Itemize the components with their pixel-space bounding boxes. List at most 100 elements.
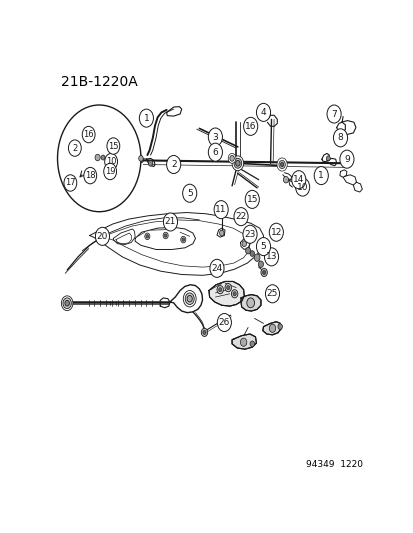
Text: 3: 3 — [212, 133, 218, 142]
Text: 23: 23 — [244, 230, 255, 239]
Circle shape — [163, 213, 177, 231]
Circle shape — [187, 295, 192, 302]
Text: 24: 24 — [211, 264, 222, 273]
Circle shape — [138, 156, 143, 161]
Circle shape — [182, 184, 196, 202]
Circle shape — [95, 227, 109, 245]
Polygon shape — [209, 281, 244, 306]
Circle shape — [95, 154, 100, 161]
Circle shape — [277, 324, 282, 329]
Circle shape — [68, 140, 81, 156]
Text: 26: 26 — [218, 318, 230, 327]
Circle shape — [163, 232, 168, 239]
Text: 5: 5 — [260, 242, 266, 251]
Text: 25: 25 — [266, 289, 278, 298]
Circle shape — [256, 238, 270, 256]
Circle shape — [268, 324, 275, 333]
Text: 6: 6 — [212, 148, 218, 157]
Circle shape — [265, 285, 279, 303]
Polygon shape — [232, 334, 256, 349]
Circle shape — [278, 160, 285, 168]
Circle shape — [182, 238, 184, 241]
Text: 10: 10 — [106, 157, 116, 166]
Text: 20: 20 — [97, 232, 108, 241]
Circle shape — [208, 143, 222, 161]
Circle shape — [145, 233, 150, 240]
Circle shape — [101, 155, 105, 160]
Circle shape — [233, 158, 241, 168]
Text: 13: 13 — [265, 252, 277, 261]
Text: 1: 1 — [318, 171, 323, 180]
Circle shape — [202, 330, 206, 334]
Circle shape — [332, 129, 347, 147]
Text: 21: 21 — [164, 217, 176, 227]
Circle shape — [164, 234, 166, 237]
Circle shape — [107, 138, 119, 154]
Circle shape — [63, 298, 71, 309]
Text: 18: 18 — [85, 171, 95, 180]
Text: 8: 8 — [337, 133, 342, 142]
Text: 19: 19 — [104, 167, 115, 176]
Polygon shape — [262, 322, 280, 335]
Text: 7: 7 — [330, 109, 336, 118]
Circle shape — [283, 176, 288, 183]
Circle shape — [339, 150, 353, 168]
Circle shape — [295, 178, 309, 196]
Circle shape — [185, 293, 194, 304]
Text: 16: 16 — [83, 130, 94, 139]
Circle shape — [302, 184, 307, 190]
Circle shape — [166, 156, 180, 174]
Circle shape — [235, 160, 240, 166]
Circle shape — [61, 296, 73, 311]
Circle shape — [258, 261, 263, 268]
Circle shape — [180, 236, 185, 243]
Circle shape — [326, 105, 340, 123]
Circle shape — [232, 156, 243, 171]
Text: 15: 15 — [246, 195, 257, 204]
Text: 9: 9 — [343, 155, 349, 164]
Text: 14: 14 — [292, 175, 304, 184]
Text: 1: 1 — [143, 114, 149, 123]
Circle shape — [183, 290, 196, 307]
Circle shape — [240, 338, 246, 346]
Circle shape — [233, 292, 236, 296]
Circle shape — [260, 268, 267, 277]
Text: 2: 2 — [72, 143, 77, 152]
Circle shape — [249, 341, 254, 347]
Text: 16: 16 — [244, 122, 256, 131]
Circle shape — [57, 105, 140, 212]
Circle shape — [82, 126, 95, 143]
Circle shape — [104, 163, 116, 180]
Text: 21B-1220A: 21B-1220A — [61, 76, 138, 90]
Circle shape — [280, 163, 283, 166]
Circle shape — [245, 247, 250, 254]
Circle shape — [313, 166, 328, 184]
Text: 17: 17 — [65, 179, 76, 188]
Circle shape — [264, 248, 278, 266]
Circle shape — [219, 230, 223, 236]
Circle shape — [233, 207, 247, 225]
Circle shape — [243, 117, 257, 135]
Circle shape — [276, 158, 287, 171]
Circle shape — [146, 235, 148, 238]
Text: 5: 5 — [186, 189, 192, 198]
Circle shape — [291, 171, 305, 189]
Circle shape — [228, 154, 235, 163]
Text: 11: 11 — [215, 205, 226, 214]
Polygon shape — [240, 295, 260, 311]
Circle shape — [249, 251, 254, 256]
Circle shape — [242, 225, 256, 243]
Circle shape — [262, 270, 265, 274]
Circle shape — [246, 298, 254, 308]
Text: 12: 12 — [270, 228, 281, 237]
Circle shape — [214, 200, 228, 219]
Text: 15: 15 — [108, 142, 118, 150]
Circle shape — [254, 254, 259, 261]
Circle shape — [268, 223, 283, 241]
Circle shape — [83, 167, 96, 184]
Circle shape — [208, 128, 222, 146]
Circle shape — [148, 160, 152, 166]
Circle shape — [201, 328, 207, 336]
Circle shape — [231, 290, 237, 298]
Text: 94349  1220: 94349 1220 — [305, 461, 362, 470]
